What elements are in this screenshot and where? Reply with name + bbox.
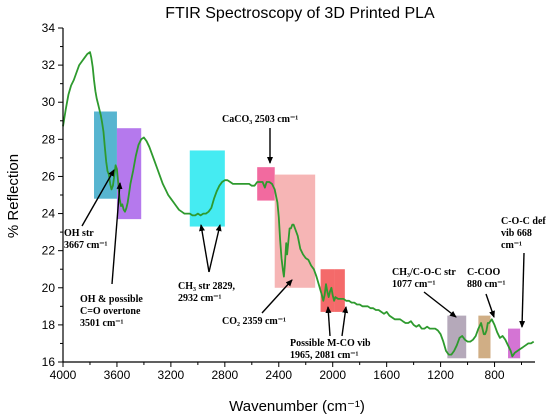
y-tick-label: 34	[42, 21, 56, 35]
x-tick-label: 800	[485, 368, 505, 382]
y-tick-label: 30	[42, 95, 56, 109]
x-tick-label: 1600	[373, 368, 400, 382]
annotation-text: 2932 cm⁻¹	[178, 293, 222, 304]
x-tick-label: 3600	[104, 368, 131, 382]
annotation-arrow	[111, 182, 123, 285]
y-tick-label: 24	[42, 207, 56, 221]
annotation-arrow	[199, 224, 210, 273]
y-tick-label: 26	[42, 169, 56, 183]
annotation-arrow	[208, 224, 222, 273]
annotation-4: CaCO₃ 2503 cm⁻¹	[222, 114, 298, 164]
annotation-text: 1077 cm⁻¹	[392, 279, 436, 290]
annotation-arrow	[261, 279, 293, 314]
annotation-text: CH₃ str 2829,	[178, 281, 235, 292]
y-tick-label: 28	[42, 132, 56, 146]
annotation-text: C-O-C def	[501, 216, 546, 227]
x-tick-label: 2000	[319, 368, 346, 382]
annotation-text: OH & possible	[80, 294, 143, 305]
highlight-region-5	[274, 174, 316, 288]
y-tick-label: 18	[42, 318, 56, 332]
annotation-text: vib 668	[501, 228, 532, 239]
chart-title: FTIR Spectroscopy of 3D Printed PLA	[165, 5, 435, 22]
annotation-3: CH₃ str 2829,2932 cm⁻¹	[178, 224, 235, 304]
spectrum-line-layer	[62, 51, 535, 358]
annotation-text: CaCO₃ 2503 cm⁻¹	[222, 114, 298, 125]
annotation-arrow	[341, 306, 349, 337]
annotation-arrow	[325, 306, 332, 337]
annotation-text: C-COO	[467, 267, 501, 278]
x-tick-label: 4000	[50, 368, 77, 382]
annotation-text: OH str	[64, 228, 94, 239]
highlight-region-9	[478, 315, 491, 359]
y-tick-label: 16	[42, 355, 56, 369]
annotation-text: Possible M-CO vib	[290, 338, 371, 349]
x-tick-label: 2400	[265, 368, 292, 382]
highlight-region-7	[334, 269, 345, 312]
annotation-text: C=O overtone	[80, 306, 141, 317]
annotation-text: 3667 cm⁻¹	[64, 240, 108, 251]
y-tick-label: 22	[42, 244, 56, 258]
x-tick-label: 1200	[427, 368, 454, 382]
annotation-text: CH₃/C-O-C str	[392, 267, 456, 278]
x-tick-label: 3200	[158, 368, 185, 382]
x-axis-label: Wavenumber (cm⁻¹)	[229, 398, 365, 415]
annotation-arrow	[485, 293, 495, 318]
annotation-text: 1965, 2081 cm⁻¹	[290, 350, 359, 361]
y-tick-label: 20	[42, 281, 56, 295]
annotation-text: 3501 cm⁻¹	[80, 318, 124, 329]
annotation-text: cm⁻¹	[501, 240, 522, 251]
spectrum-line	[62, 51, 535, 358]
annotation-text: CO₂ 2359 cm⁻¹	[222, 316, 286, 327]
annotation-arrow	[81, 169, 115, 227]
x-tick-label: 2800	[211, 368, 238, 382]
y-axis-label: % Reflection	[5, 154, 22, 238]
tick-layer: 4000 3600 3200 2800 2400 2000 1600 1200 800 16 18 2…	[42, 21, 523, 382]
annotation-arrow	[519, 252, 526, 328]
annotation-text: 880 cm⁻¹	[467, 279, 506, 290]
y-tick-label: 32	[42, 58, 56, 72]
highlight-region-8	[447, 315, 467, 359]
highlight-regions	[94, 111, 521, 359]
annotation-5: CO₂ 2359 cm⁻¹	[222, 279, 293, 327]
annotation-arrow	[423, 291, 457, 318]
